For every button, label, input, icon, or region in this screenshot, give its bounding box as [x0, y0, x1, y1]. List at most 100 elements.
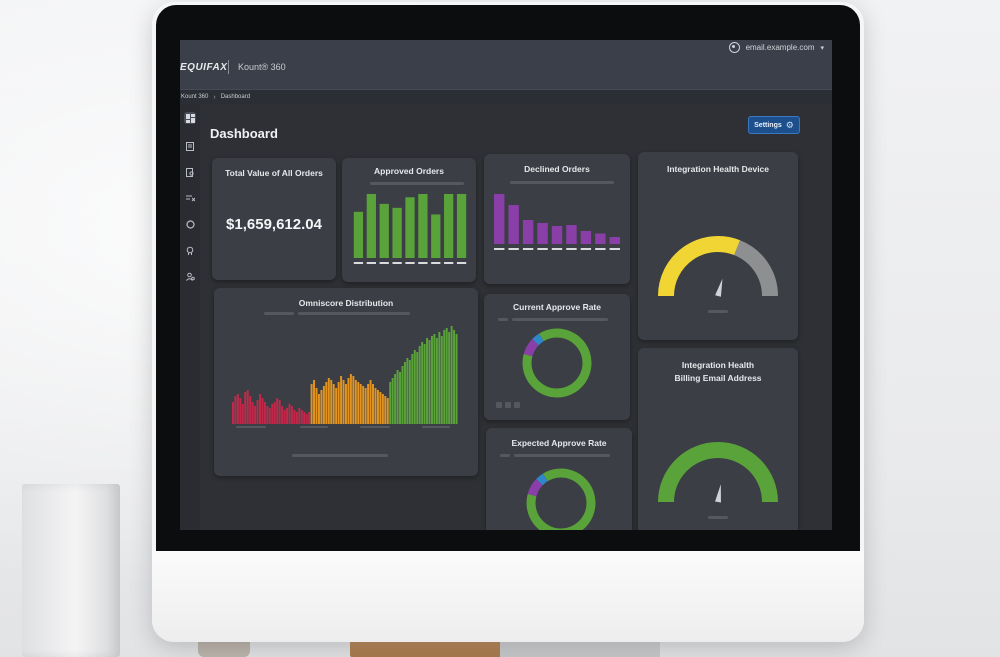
bar-label	[444, 262, 454, 264]
bar	[580, 231, 592, 244]
current-approve-rate-donut	[522, 328, 592, 398]
legend-swatch	[505, 402, 511, 408]
total-value-card[interactable]: Total Value of All Orders $1,659,612.04	[212, 158, 336, 280]
integration-health-device-card[interactable]: Integration Health Device	[638, 152, 798, 340]
bar	[374, 388, 377, 424]
donut-slice	[532, 333, 544, 346]
product-name: Kount® 360	[238, 62, 286, 72]
bar	[551, 226, 563, 244]
skeleton-line	[514, 454, 610, 457]
nav-search-document-icon[interactable]	[184, 166, 196, 178]
breadcrumb-item-home[interactable]: Kount 360	[181, 94, 209, 100]
current-approve-rate-title: Current Approve Rate	[512, 302, 601, 312]
bar-label	[494, 248, 505, 250]
bar	[445, 328, 448, 424]
bar	[357, 382, 360, 424]
bar	[337, 382, 340, 424]
bar-label	[379, 262, 389, 264]
bar	[369, 380, 372, 424]
bar	[405, 197, 415, 258]
bar-label	[418, 262, 428, 264]
bar	[421, 342, 424, 424]
top-bar: EQUIFAX Kount® 360 email.example.com ▾	[180, 40, 832, 90]
bar	[322, 386, 325, 424]
skeleton-line	[236, 426, 266, 428]
bar	[455, 334, 458, 424]
bar	[416, 352, 419, 424]
expected-approve-rate-card[interactable]: Expected Approve Rate	[486, 428, 632, 530]
omniscore-distribution-title: Omniscore Distribution	[298, 298, 394, 308]
chevron-down-icon: ▾	[820, 44, 824, 52]
brand-logo[interactable]: EQUIFAX	[180, 62, 228, 73]
bar	[418, 346, 421, 424]
declined-orders-card[interactable]: Declined Orders	[484, 154, 630, 284]
bar	[353, 211, 364, 258]
current-approve-rate-card[interactable]: Current Approve Rate	[484, 294, 630, 420]
bar	[372, 384, 374, 424]
approved-orders-chart	[353, 193, 467, 264]
skeleton-line	[264, 312, 294, 315]
bar	[456, 193, 467, 258]
bar	[411, 354, 414, 424]
approved-orders-card[interactable]: Approved Orders	[342, 158, 476, 282]
bar	[367, 384, 370, 424]
skeleton-line	[300, 426, 328, 428]
bar	[440, 336, 443, 424]
bar	[430, 336, 433, 424]
bar	[244, 392, 247, 424]
bar	[278, 400, 281, 424]
gauge-segment	[658, 442, 778, 503]
bar	[342, 380, 345, 424]
integration-health-device-gauge	[658, 236, 778, 313]
bar	[359, 384, 362, 424]
omniscore-distribution-card[interactable]: Omniscore Distribution	[214, 288, 478, 476]
bar	[232, 402, 234, 424]
nav-document-icon[interactable]	[184, 140, 196, 152]
bar-label	[366, 262, 376, 264]
bar	[609, 237, 620, 244]
bar	[308, 412, 311, 424]
legend-swatch	[514, 402, 520, 408]
bar	[276, 398, 279, 424]
integration-health-billing-gauge	[658, 442, 778, 519]
bar	[364, 388, 367, 424]
bar	[396, 370, 399, 424]
nav-dashboard-icon[interactable]	[184, 112, 196, 124]
bar	[394, 374, 397, 424]
bar	[508, 205, 519, 244]
nav-badge-icon[interactable]	[184, 244, 196, 256]
declined-orders-title: Declined Orders	[524, 164, 590, 174]
bar-label	[353, 262, 364, 264]
bar	[320, 390, 323, 424]
bar	[273, 402, 276, 424]
nav-filter-list-icon[interactable]	[184, 192, 196, 204]
bar	[413, 350, 416, 424]
bar	[256, 400, 259, 424]
bar-label	[392, 262, 402, 264]
bar	[268, 408, 271, 424]
skeleton-line	[512, 318, 608, 321]
bar	[345, 384, 347, 424]
bar	[408, 360, 411, 424]
user-menu[interactable]: email.example.com ▾	[728, 42, 824, 53]
nav-circle-icon[interactable]	[184, 218, 196, 230]
settings-button[interactable]: Settings ⚙	[748, 116, 800, 134]
bar	[352, 376, 355, 424]
chevron-right-icon: ›	[213, 93, 216, 101]
bar	[303, 412, 306, 424]
bar	[293, 410, 296, 424]
bar	[366, 193, 376, 258]
skeleton-line	[708, 516, 728, 519]
integration-health-billing-card[interactable]: Integration Health Billing Email Address	[638, 348, 798, 530]
bar	[435, 338, 438, 424]
bar-label	[566, 248, 577, 250]
bar	[236, 394, 239, 424]
omniscore-distribution-chart	[232, 326, 458, 424]
bar	[349, 374, 352, 424]
declined-orders-chart	[494, 194, 620, 250]
bar	[381, 394, 384, 424]
donut-slice	[523, 339, 539, 357]
nav-users-settings-icon[interactable]	[184, 270, 196, 282]
bar	[288, 404, 291, 424]
bar	[271, 404, 274, 424]
